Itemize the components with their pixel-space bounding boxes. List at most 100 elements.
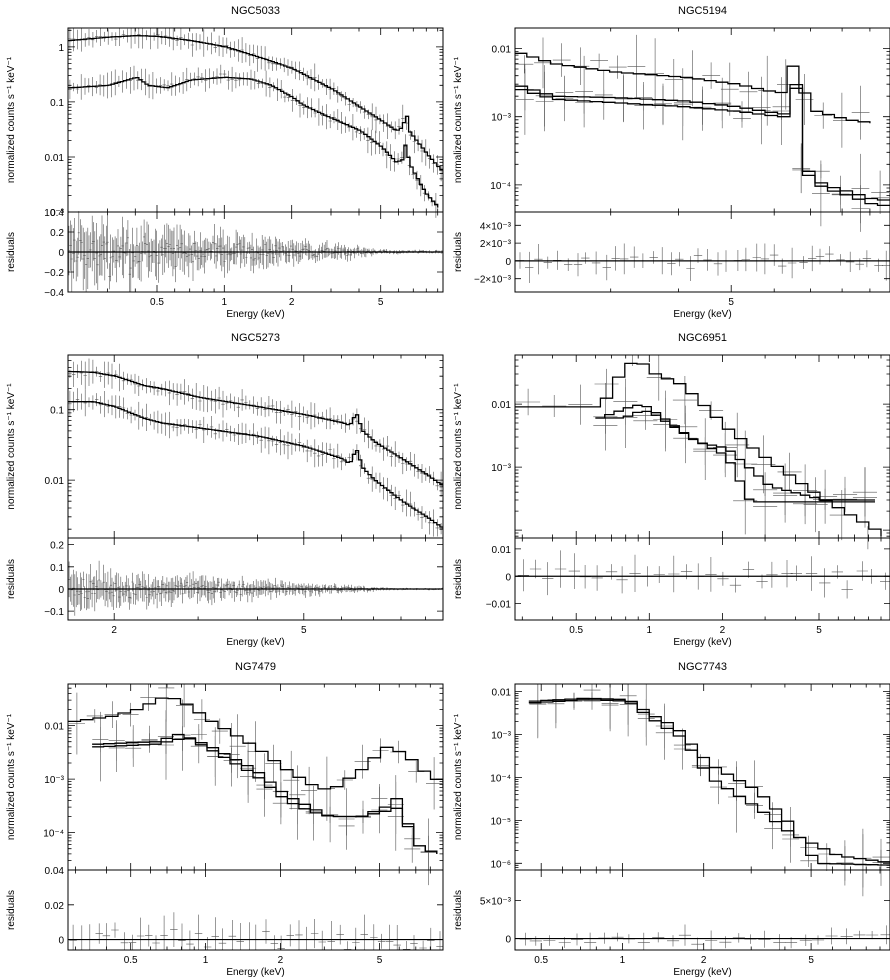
residual-frame: [514, 537, 890, 621]
x-ticks: [514, 28, 871, 292]
y-tick-label-top: 1: [58, 43, 64, 54]
y-tick-label-top: 10⁻³: [44, 208, 64, 219]
x-tick-label: 2: [111, 625, 117, 636]
y-tick-label-top: 10⁻³: [44, 775, 64, 786]
x-tick-label: 5: [378, 297, 384, 308]
y-tick-label-top: 0.1: [50, 406, 64, 417]
x-tick-label: 5: [301, 625, 307, 636]
y-tick-label-bottom: 2×10⁻³: [480, 239, 512, 250]
panel-3: NGC6951 normalized counts s⁻¹ keV⁻¹ residu…: [453, 332, 890, 648]
data-points-series-0: [516, 355, 880, 550]
x-ticks: [67, 28, 439, 292]
model-curve-0: [515, 362, 882, 537]
x-ticks: [113, 355, 426, 620]
y-tick-label-bottom: −2×10⁻³: [474, 275, 512, 286]
panel-title: NG7479: [235, 661, 276, 673]
x-tick-label: 5: [728, 297, 734, 308]
spectrum-frame: [514, 354, 890, 539]
x-tick-label: 5: [808, 955, 814, 966]
y-tick-label-bottom: 0: [505, 935, 511, 946]
panel-title: NGC5194: [678, 5, 727, 17]
x-tick-label: 2: [720, 625, 726, 636]
model-curve-2: [92, 738, 438, 854]
y-axis-label-top: normalized counts s⁻¹ keV⁻¹: [6, 713, 17, 840]
y-tick-label-bottom: 0: [58, 248, 64, 259]
y-tick-label-top: 10⁻⁵: [490, 816, 511, 827]
y-tick-label-top: 10⁻³: [491, 731, 511, 742]
y-ticks-top: [515, 27, 890, 213]
y-tick-label-bottom: 5×10⁻³: [480, 896, 512, 907]
data-points-series-2: [516, 64, 889, 232]
data-points-series-0: [68, 684, 443, 821]
y-tick-label-top: 0.01: [45, 476, 65, 487]
y-axis-label-bottom: residuals: [453, 890, 464, 930]
y-ticks-bottom: [515, 224, 890, 280]
residual-points: [517, 550, 890, 599]
data-points-series-0: [515, 34, 870, 148]
x-axis-label: Energy (keV): [673, 637, 731, 648]
panel-title: NGC5033: [231, 5, 280, 17]
model-curve-1: [595, 410, 875, 503]
residual-points: [68, 560, 443, 616]
y-ticks-bottom: [68, 869, 443, 940]
y-ticks-bottom: [515, 900, 890, 939]
y-tick-label-top: 10⁻⁴: [43, 829, 64, 840]
x-ticks: [514, 684, 881, 950]
y-tick-label-top: 10⁻³: [491, 113, 511, 124]
y-axis-label-bottom: residuals: [6, 559, 17, 599]
y-tick-label-bottom: −0.4: [44, 288, 64, 299]
y-ticks-top: [515, 691, 890, 871]
y-tick-label-bottom: −0.1: [44, 607, 64, 618]
y-tick-label-top: 0.1: [50, 98, 64, 109]
y-ticks-top: [515, 354, 890, 537]
spectrum-frame: [67, 354, 444, 539]
y-tick-label-top: 10⁻⁴: [490, 773, 511, 784]
y-axis-label-bottom: residuals: [453, 559, 464, 599]
x-tick-label: 2: [701, 955, 707, 966]
x-tick-label: 0.5: [569, 625, 583, 636]
model-curve-1: [515, 83, 890, 201]
y-tick-label-bottom: 0: [58, 585, 64, 596]
panel-0: NGC5033 normalized counts s⁻¹ keV⁻¹ residu…: [6, 5, 444, 320]
data-points-series-1: [516, 55, 889, 224]
panel-title: NGC7743: [678, 661, 727, 673]
panel-5: NGC7743 normalized counts s⁻¹ keV⁻¹ residu…: [453, 661, 890, 978]
model-curve-1: [68, 76, 439, 208]
data-points-series-2: [92, 710, 437, 886]
y-ticks-bottom: [68, 544, 443, 612]
residual-points: [515, 243, 890, 283]
y-tick-label-bottom: 0.04: [45, 866, 65, 877]
y-tick-label-top: 10⁻³: [491, 463, 511, 474]
y-axis-label-top: normalized counts s⁻¹ keV⁻¹: [6, 383, 17, 510]
y-tick-label-bottom: 0.02: [45, 901, 65, 912]
model-curve-1: [528, 699, 890, 864]
y-axis-label-top: normalized counts s⁻¹ keV⁻¹: [453, 383, 464, 510]
panel-title: NGC5273: [231, 332, 280, 344]
y-tick-label-bottom: −0.2: [44, 268, 64, 279]
panel-2: NGC5273 normalized counts s⁻¹ keV⁻¹ residu…: [6, 332, 444, 648]
residual-frame: [67, 869, 444, 951]
x-tick-label: 0.5: [150, 297, 164, 308]
model-curve-0: [515, 52, 871, 124]
residual-frame: [514, 211, 890, 293]
y-axis-label-top: normalized counts s⁻¹ keV⁻¹: [453, 56, 464, 183]
x-tick-label: 1: [646, 625, 652, 636]
x-tick-label: 2: [289, 297, 295, 308]
model-curve-0: [68, 35, 443, 174]
model-curve-1: [68, 401, 443, 530]
y-ticks-bottom: [515, 548, 890, 604]
x-axis-label: Energy (keV): [226, 637, 284, 648]
x-tick-label: 0.5: [534, 955, 548, 966]
y-axis-label-bottom: residuals: [6, 232, 17, 272]
spectrum-frame: [514, 683, 890, 871]
x-tick-label: 1: [620, 955, 626, 966]
x-ticks: [75, 684, 444, 950]
y-tick-label-bottom: 0: [58, 936, 64, 947]
y-axis-label-bottom: residuals: [6, 890, 17, 930]
x-tick-label: 0.5: [124, 955, 138, 966]
y-tick-label-bottom: 0.01: [492, 545, 512, 556]
panel-title: NGC6951: [678, 332, 727, 344]
y-tick-label-top: 0.01: [492, 400, 512, 411]
y-tick-label-top: 0.01: [45, 722, 65, 733]
x-tick-label: 1: [222, 297, 228, 308]
